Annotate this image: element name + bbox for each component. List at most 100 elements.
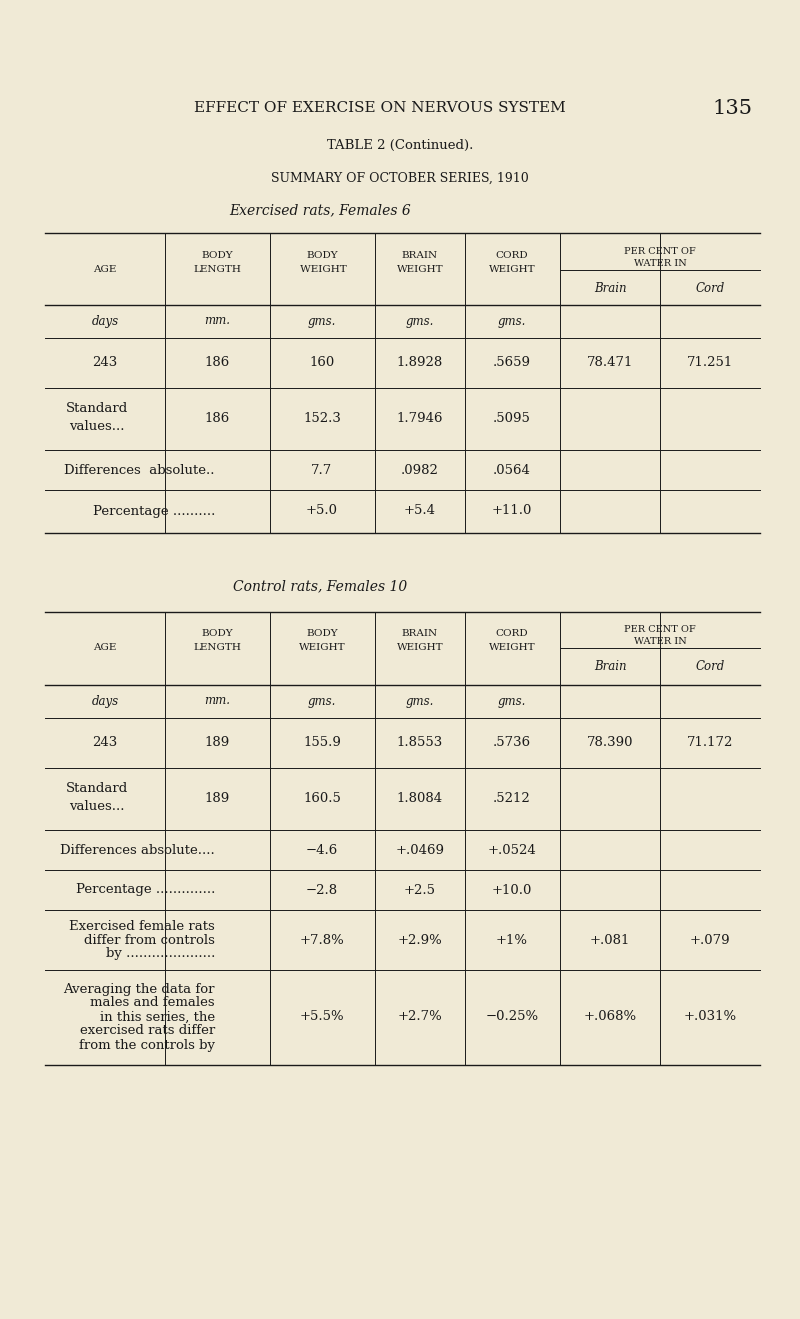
Text: 152.3: 152.3 xyxy=(303,413,341,426)
Text: Exercised rats, Females 6: Exercised rats, Females 6 xyxy=(229,203,411,218)
Text: from the controls by: from the controls by xyxy=(79,1038,215,1051)
Text: WATER IN: WATER IN xyxy=(634,637,686,646)
Text: 155.9: 155.9 xyxy=(303,736,341,749)
Text: +10.0: +10.0 xyxy=(492,884,532,897)
Text: .0564: .0564 xyxy=(493,463,531,476)
Text: gms.: gms. xyxy=(498,314,526,327)
Text: +.068%: +.068% xyxy=(583,1010,637,1024)
Text: .5659: .5659 xyxy=(493,356,531,369)
Text: BODY: BODY xyxy=(306,629,338,638)
Text: 1.8553: 1.8553 xyxy=(397,736,443,749)
Text: PER CENT OF: PER CENT OF xyxy=(624,247,696,256)
Text: Cord: Cord xyxy=(695,281,725,294)
Text: Brain: Brain xyxy=(594,281,626,294)
Text: 189: 189 xyxy=(204,736,230,749)
Text: −4.6: −4.6 xyxy=(306,843,338,856)
Text: Averaging the data for: Averaging the data for xyxy=(63,983,215,996)
Text: Exercised female rats: Exercised female rats xyxy=(70,919,215,933)
Text: LENGTH: LENGTH xyxy=(193,644,241,653)
Text: .5212: .5212 xyxy=(493,793,531,806)
Text: gms.: gms. xyxy=(308,695,336,707)
Text: +.0469: +.0469 xyxy=(395,843,445,856)
Text: Percentage ..........: Percentage .......... xyxy=(93,504,215,517)
Text: −2.8: −2.8 xyxy=(306,884,338,897)
Text: 71.251: 71.251 xyxy=(687,356,733,369)
Text: WATER IN: WATER IN xyxy=(634,259,686,268)
Text: WEIGHT: WEIGHT xyxy=(489,265,535,273)
Text: gms.: gms. xyxy=(498,695,526,707)
Text: WEIGHT: WEIGHT xyxy=(298,265,346,273)
Text: Control rats, Females 10: Control rats, Females 10 xyxy=(233,579,407,594)
Text: in this series, the: in this series, the xyxy=(100,1010,215,1024)
Text: BODY: BODY xyxy=(201,629,233,638)
Text: Percentage ..............: Percentage .............. xyxy=(76,884,215,897)
Text: WEIGHT: WEIGHT xyxy=(489,644,535,653)
Text: AGE: AGE xyxy=(94,644,117,653)
Text: .5095: .5095 xyxy=(493,413,531,426)
Text: gms.: gms. xyxy=(406,314,434,327)
Text: BRAIN: BRAIN xyxy=(402,251,438,260)
Text: males and females: males and females xyxy=(90,996,215,1009)
Text: CORD: CORD xyxy=(496,629,528,638)
Text: +5.0: +5.0 xyxy=(306,504,338,517)
Text: 189: 189 xyxy=(204,793,230,806)
Text: days: days xyxy=(91,314,118,327)
Text: BODY: BODY xyxy=(201,251,233,260)
Text: CORD: CORD xyxy=(496,251,528,260)
Text: exercised rats differ: exercised rats differ xyxy=(80,1025,215,1038)
Text: EFFECT OF EXERCISE ON NERVOUS SYSTEM: EFFECT OF EXERCISE ON NERVOUS SYSTEM xyxy=(194,102,566,115)
Text: +.079: +.079 xyxy=(690,934,730,947)
Text: Cord: Cord xyxy=(695,661,725,674)
Text: SUMMARY OF OCTOBER SERIES, 1910: SUMMARY OF OCTOBER SERIES, 1910 xyxy=(271,171,529,185)
Text: +2.7%: +2.7% xyxy=(398,1010,442,1024)
Text: Differences absolute....: Differences absolute.... xyxy=(60,843,215,856)
Text: 78.390: 78.390 xyxy=(586,736,634,749)
Text: 160: 160 xyxy=(310,356,334,369)
Text: +5.4: +5.4 xyxy=(404,504,436,517)
Text: Standard: Standard xyxy=(66,402,128,415)
Text: values...: values... xyxy=(70,801,125,814)
Text: 1.8928: 1.8928 xyxy=(397,356,443,369)
Text: TABLE 2 (Continued).: TABLE 2 (Continued). xyxy=(327,138,473,152)
Text: mm.: mm. xyxy=(204,695,230,707)
Text: +5.5%: +5.5% xyxy=(300,1010,344,1024)
Text: Standard: Standard xyxy=(66,782,128,795)
Text: 160.5: 160.5 xyxy=(303,793,341,806)
Text: differ from controls: differ from controls xyxy=(84,934,215,947)
Text: 135: 135 xyxy=(712,99,752,117)
Text: 186: 186 xyxy=(204,356,230,369)
Text: +11.0: +11.0 xyxy=(492,504,532,517)
Text: mm.: mm. xyxy=(204,314,230,327)
Text: +2.5: +2.5 xyxy=(404,884,436,897)
Text: gms.: gms. xyxy=(308,314,336,327)
Text: +7.8%: +7.8% xyxy=(300,934,344,947)
Text: 71.172: 71.172 xyxy=(687,736,733,749)
Text: WEIGHT: WEIGHT xyxy=(397,265,443,273)
Text: 1.8084: 1.8084 xyxy=(397,793,443,806)
Text: .0982: .0982 xyxy=(401,463,439,476)
Text: +2.9%: +2.9% xyxy=(398,934,442,947)
Text: WEIGHT: WEIGHT xyxy=(397,644,443,653)
Text: values...: values... xyxy=(70,421,125,434)
Text: by .....................: by ..................... xyxy=(106,947,215,960)
Text: +.031%: +.031% xyxy=(683,1010,737,1024)
Text: 186: 186 xyxy=(204,413,230,426)
Text: BODY: BODY xyxy=(306,251,338,260)
Text: −0.25%: −0.25% xyxy=(486,1010,538,1024)
Text: gms.: gms. xyxy=(406,695,434,707)
Text: Differences  absolute..: Differences absolute.. xyxy=(65,463,215,476)
Text: LENGTH: LENGTH xyxy=(193,265,241,273)
Text: +.0524: +.0524 xyxy=(488,843,536,856)
Text: 243: 243 xyxy=(92,356,118,369)
Text: WEIGHT: WEIGHT xyxy=(298,644,346,653)
Text: days: days xyxy=(91,695,118,707)
Text: 7.7: 7.7 xyxy=(311,463,333,476)
Text: Brain: Brain xyxy=(594,661,626,674)
Text: AGE: AGE xyxy=(94,265,117,273)
Text: +1%: +1% xyxy=(496,934,528,947)
Text: 1.7946: 1.7946 xyxy=(397,413,443,426)
Text: +.081: +.081 xyxy=(590,934,630,947)
Text: PER CENT OF: PER CENT OF xyxy=(624,625,696,634)
Text: .5736: .5736 xyxy=(493,736,531,749)
Text: 243: 243 xyxy=(92,736,118,749)
